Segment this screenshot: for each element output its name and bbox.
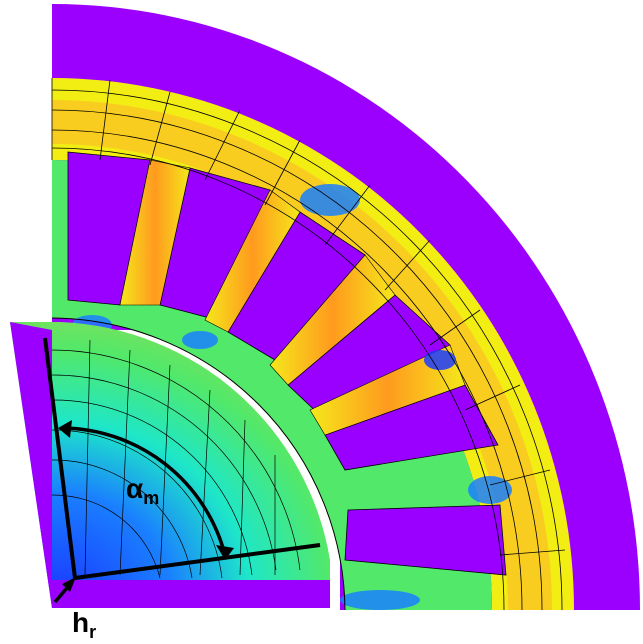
arrowhead-icon (216, 545, 234, 560)
stator-tooth (119, 159, 191, 306)
alpha-m-arc (61, 426, 227, 556)
field-patch (300, 184, 360, 216)
field-patch (424, 350, 456, 370)
angle-annotation (43, 337, 321, 604)
stator-flux-lines (51, 78, 566, 611)
field-patch (340, 590, 420, 610)
rotor-region (10, 322, 330, 608)
stator-slot (344, 504, 507, 576)
rotor-axis-vertical (43, 337, 77, 579)
stator-teeth (119, 159, 466, 436)
rotor-lower-edge (52, 580, 330, 608)
arrowhead-icon (58, 420, 72, 438)
rotor-axis-horizontal (74, 543, 321, 580)
stator-tooth (269, 254, 396, 386)
hr-label: hr (72, 607, 96, 642)
field-patch (182, 331, 218, 349)
alpha-m-label: αm (126, 473, 159, 508)
stator-bore (51, 317, 346, 611)
stator-tooth (204, 189, 301, 333)
rotor-flux-lines (51, 339, 301, 579)
arrowhead-icon (62, 577, 76, 592)
rotor-magnet-edge (10, 322, 52, 608)
field-patch (468, 476, 512, 504)
